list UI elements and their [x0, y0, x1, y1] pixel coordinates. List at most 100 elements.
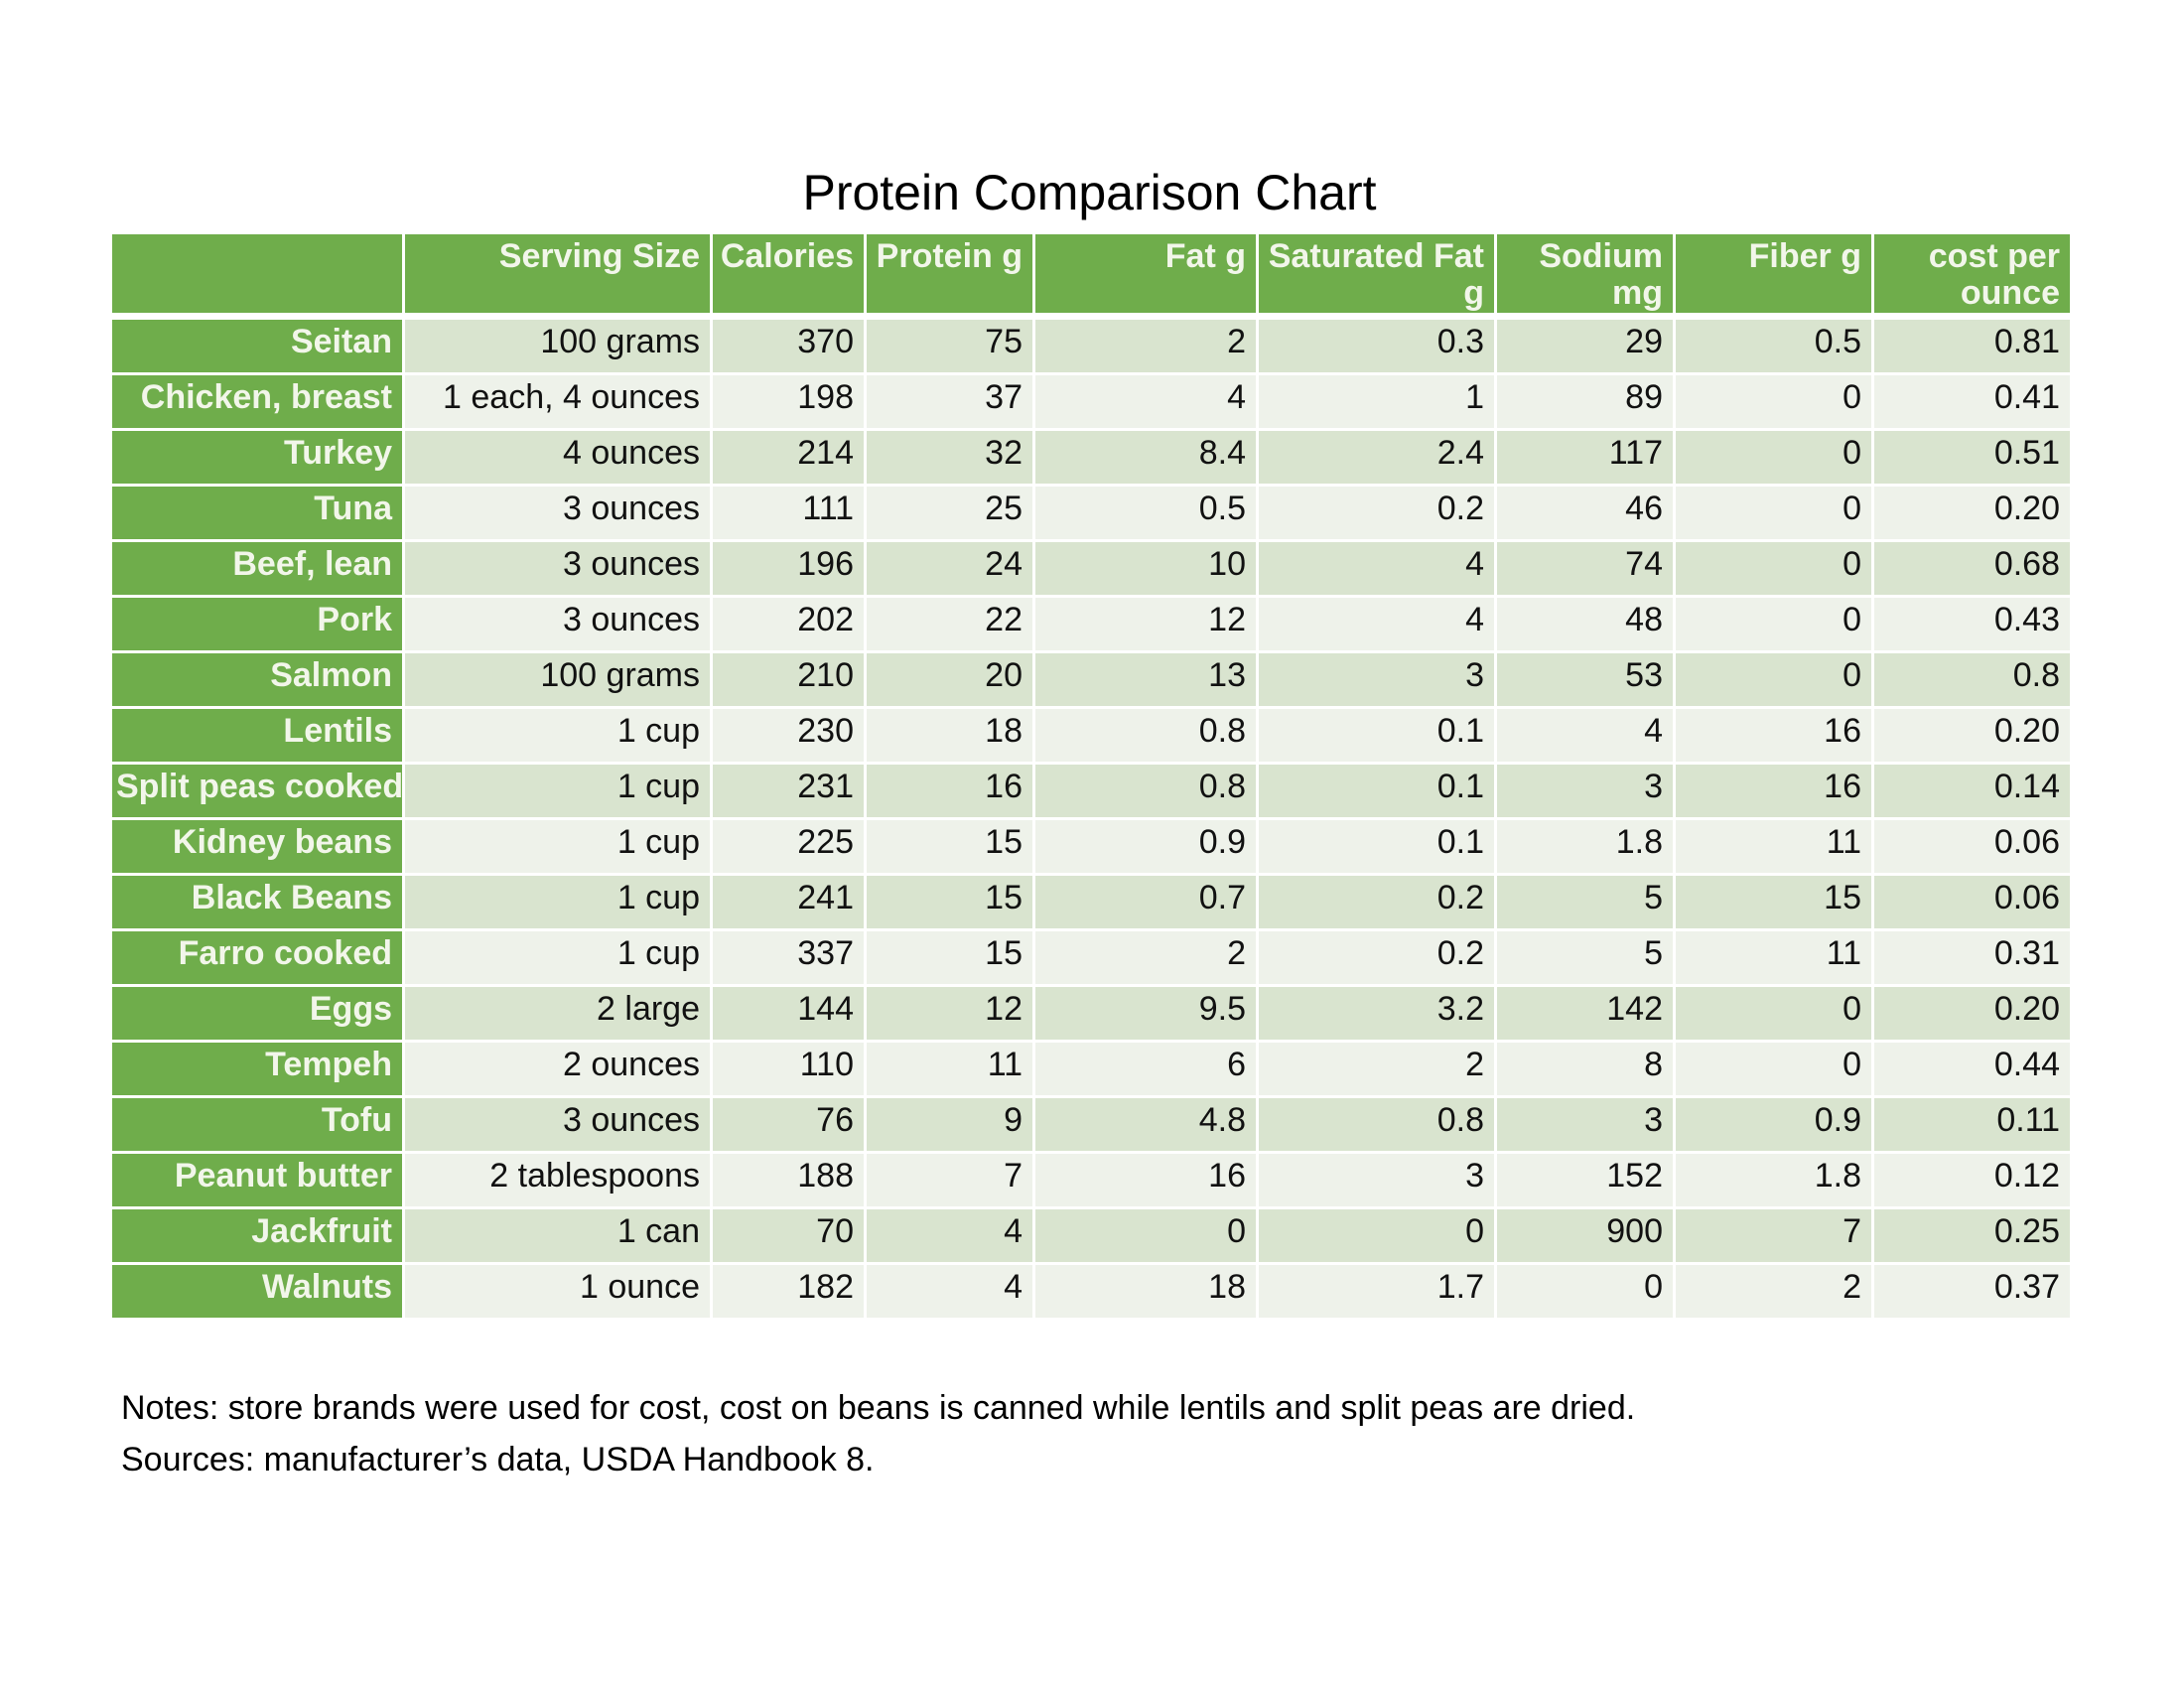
row-label: Seitan [109, 314, 405, 375]
table-cell: 0.68 [1871, 538, 2073, 598]
table-cell: 1 each, 4 ounces [402, 371, 713, 431]
column-header-4: Fat g [1032, 231, 1259, 320]
table-row: Eggs 2 large 144 12 9.5 3.2 142 0 0.20 [109, 983, 2073, 1043]
table-cell: 100 grams [402, 314, 713, 375]
table-cell: 110 [710, 1039, 867, 1098]
notes-line: Notes: store brands were used for cost, … [121, 1389, 1636, 1427]
table-cell: 0.8 [1032, 761, 1259, 820]
column-header-2: Calories [710, 231, 867, 320]
table-cell: 100 grams [402, 649, 713, 709]
table-row: Chicken, breast 1 each, 4 ounces 198 37 4 1 89… [109, 371, 2073, 431]
table-cell: 0.9 [1673, 1094, 1874, 1154]
column-header-1: Serving Size [402, 231, 713, 320]
row-label: Kidney beans [109, 816, 405, 876]
table-cell: 225 [710, 816, 867, 876]
table-cell: 202 [710, 594, 867, 653]
table-cell: 0 [1673, 594, 1874, 653]
table-cell: 198 [710, 371, 867, 431]
table-cell: 0 [1673, 983, 1874, 1043]
table-cell: 16 [1673, 705, 1874, 765]
table-cell: 0.8 [1871, 649, 2073, 709]
table-cell: 4 [1494, 705, 1676, 765]
table-row: Pork 3 ounces 202 22 12 4 48 0 0.43 [109, 594, 2073, 653]
table-cell: 1 cup [402, 705, 713, 765]
row-label: Jackfruit [109, 1205, 405, 1265]
table-cell: 0.8 [1032, 705, 1259, 765]
table-cell: 0.2 [1256, 927, 1497, 987]
table-cell: 0.8 [1256, 1094, 1497, 1154]
table-cell: 2 tablespoons [402, 1150, 713, 1209]
table-cell: 1 [1256, 371, 1497, 431]
table-row: Black Beans 1 cup 241 15 0.7 0.2 5 15 0.06 [109, 872, 2073, 931]
table-cell: 3 ounces [402, 594, 713, 653]
column-header-7: Fiber g [1673, 231, 1874, 320]
row-label: Salmon [109, 649, 405, 709]
table-cell: 1 cup [402, 872, 713, 931]
table-row: Tempeh 2 ounces 110 11 6 2 8 0 0.44 [109, 1039, 2073, 1098]
table-cell: 32 [864, 427, 1035, 487]
table-cell: 0.06 [1871, 872, 2073, 931]
table-cell: 3 ounces [402, 483, 713, 542]
table-cell: 75 [864, 314, 1035, 375]
table-cell: 0.7 [1032, 872, 1259, 931]
table-cell: 53 [1494, 649, 1676, 709]
table-cell: 20 [864, 649, 1035, 709]
table-cell: 1.8 [1673, 1150, 1874, 1209]
table-cell: 0.2 [1256, 872, 1497, 931]
table-cell: 4.8 [1032, 1094, 1259, 1154]
table-cell: 196 [710, 538, 867, 598]
footnotes: Notes: store brands were used for cost, … [121, 1382, 1635, 1485]
row-label: Peanut butter [109, 1150, 405, 1209]
table-cell: 0.06 [1871, 816, 2073, 876]
table-cell: 0 [1673, 1039, 1874, 1098]
table-header: Serving Size Calories Protein g Fat g Satura… [109, 231, 2073, 320]
table-cell: 70 [710, 1205, 867, 1265]
table-cell: 2 large [402, 983, 713, 1043]
table-cell: 16 [1032, 1150, 1259, 1209]
row-label: Tofu [109, 1094, 405, 1154]
table-header-row: Serving Size Calories Protein g Fat g Satura… [109, 231, 2073, 320]
table-cell: 0.1 [1256, 761, 1497, 820]
row-label: Turkey [109, 427, 405, 487]
table-cell: 37 [864, 371, 1035, 431]
table-cell: 5 [1494, 927, 1676, 987]
table-cell: 9 [864, 1094, 1035, 1154]
table-cell: 2 [1256, 1039, 1497, 1098]
table-cell: 0.51 [1871, 427, 2073, 487]
table-cell: 144 [710, 983, 867, 1043]
row-label: Beef, lean [109, 538, 405, 598]
table-cell: 1 cup [402, 816, 713, 876]
column-header-5: Saturated Fat g [1256, 231, 1497, 320]
table-row: Beef, lean 3 ounces 196 24 10 4 74 0 0.68 [109, 538, 2073, 598]
table-row: Seitan 100 grams 370 75 2 0.3 29 0.5 0.81 [109, 314, 2073, 375]
row-label: Farro cooked [109, 927, 405, 987]
table-cell: 12 [864, 983, 1035, 1043]
table-cell: 48 [1494, 594, 1676, 653]
table-cell: 241 [710, 872, 867, 931]
table-cell: 0.1 [1256, 705, 1497, 765]
table-cell: 11 [1673, 927, 1874, 987]
table-cell: 2 [1032, 927, 1259, 987]
table-cell: 0.1 [1256, 816, 1497, 876]
table-cell: 0 [1673, 371, 1874, 431]
table-cell: 6 [1032, 1039, 1259, 1098]
row-label: Black Beans [109, 872, 405, 931]
table-cell: 15 [1673, 872, 1874, 931]
table-cell: 24 [864, 538, 1035, 598]
table-cell: 11 [1673, 816, 1874, 876]
table-cell: 214 [710, 427, 867, 487]
table-cell: 15 [864, 927, 1035, 987]
table-cell: 4 [1256, 538, 1497, 598]
row-label: Lentils [109, 705, 405, 765]
table-cell: 9.5 [1032, 983, 1259, 1043]
protein-comparison-table: Serving Size Calories Protein g Fat g Satura… [109, 231, 2073, 1321]
table-cell: 2 [1032, 314, 1259, 375]
table-cell: 8.4 [1032, 427, 1259, 487]
table-cell: 0.43 [1871, 594, 2073, 653]
table-cell: 3 [1494, 1094, 1676, 1154]
table-cell: 3.2 [1256, 983, 1497, 1043]
table-cell: 231 [710, 761, 867, 820]
table-cell: 1 ounce [402, 1261, 713, 1321]
table-cell: 0 [1032, 1205, 1259, 1265]
